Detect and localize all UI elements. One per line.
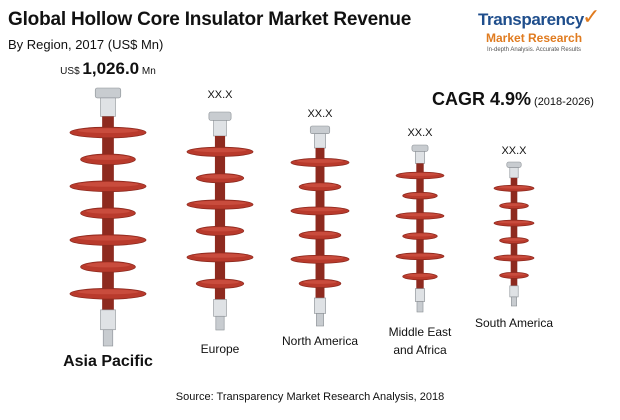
shed-highlight	[200, 279, 240, 285]
insulator-core	[416, 163, 424, 289]
insulator-bar	[186, 111, 254, 331]
bottom-stud	[316, 313, 324, 327]
insulator-bar	[69, 87, 147, 347]
insulator-core	[315, 148, 325, 298]
shed-highlight	[86, 208, 130, 214]
shed-highlight	[86, 155, 130, 160]
shed-highlight	[296, 256, 344, 260]
shed-highlight	[406, 193, 434, 197]
value-label: XX.X	[307, 108, 333, 120]
shed-highlight	[200, 174, 240, 179]
bottom-fitting	[414, 288, 426, 302]
top-cap	[411, 144, 429, 152]
bottom-stud	[215, 315, 225, 331]
category-label: Middle East	[389, 325, 452, 339]
bottom-fitting	[314, 297, 326, 314]
logo-name: Transparency	[478, 10, 584, 29]
top-cap	[506, 161, 522, 168]
shed-highlight	[502, 203, 526, 207]
top-fitting	[509, 167, 519, 179]
logo-subname: Market Research	[486, 31, 583, 45]
shed-highlight	[200, 227, 240, 232]
top-cap	[94, 87, 122, 99]
bottom-stud	[416, 301, 424, 313]
bottom-fitting	[213, 299, 227, 317]
category-label: North America	[282, 334, 358, 348]
bottom-stud	[510, 296, 517, 307]
top-fitting	[314, 133, 326, 149]
company-logo: Transparency ✓ Market Research In-depth …	[478, 4, 608, 68]
shed-highlight	[77, 181, 139, 187]
top-fitting	[414, 151, 426, 164]
shed-highlight	[502, 272, 526, 276]
chart-subtitle: By Region, 2017 (US$ Mn)	[8, 37, 164, 52]
shed-highlight	[406, 273, 434, 277]
bottom-fitting	[100, 309, 116, 331]
shed-highlight	[77, 289, 139, 295]
top-cap	[208, 111, 232, 121]
shed-highlight	[400, 213, 440, 217]
shed-highlight	[498, 220, 530, 224]
insulator-bar	[493, 161, 535, 307]
shed-highlight	[400, 172, 440, 176]
value-label: XX.X	[407, 127, 433, 139]
value-label: US$ 1,026.0 Mn	[60, 59, 156, 78]
category-label: Asia Pacific	[63, 353, 153, 370]
insulator-bar	[290, 125, 350, 327]
shed-highlight	[498, 255, 530, 259]
cagr-period: (2018-2026)	[534, 96, 594, 108]
shed-highlight	[406, 233, 434, 237]
chart-title: Global Hollow Core Insulator Market Reve…	[8, 9, 412, 30]
shed-highlight	[77, 235, 139, 241]
bottom-stud	[102, 329, 114, 347]
shed-highlight	[303, 183, 337, 188]
cagr-callout: CAGR 4.9% (2018-2026)	[432, 89, 594, 110]
cagr-value: CAGR 4.9%	[432, 89, 532, 109]
insulator-core	[510, 177, 518, 286]
value-label: XX.X	[501, 145, 527, 157]
category-label: and Africa	[393, 343, 447, 357]
check-icon: ✓	[582, 4, 601, 29]
insulator-core	[214, 135, 226, 300]
shed-highlight	[77, 128, 139, 134]
shed-highlight	[193, 253, 247, 258]
shed-highlight	[303, 231, 337, 236]
bottom-fitting	[509, 285, 519, 298]
shed-highlight	[296, 159, 344, 163]
insulator-bar	[395, 144, 445, 313]
shed-highlight	[296, 207, 344, 212]
shed-highlight	[498, 185, 530, 189]
shed-highlight	[193, 148, 247, 153]
top-cap	[309, 125, 331, 134]
source-note: Source: Transparency Market Research Ana…	[175, 391, 445, 403]
shed-highlight	[303, 280, 337, 284]
category-label: Europe	[201, 342, 240, 356]
category-label: South America	[475, 316, 553, 330]
shed-highlight	[502, 238, 526, 241]
shed-highlight	[400, 253, 440, 257]
top-fitting	[213, 120, 227, 137]
shed-highlight	[86, 262, 130, 268]
top-fitting	[100, 97, 116, 117]
value-label: XX.X	[207, 89, 233, 101]
shed-highlight	[193, 200, 247, 206]
logo-tagline: In-depth Analysis. Accurate Results	[487, 47, 582, 53]
